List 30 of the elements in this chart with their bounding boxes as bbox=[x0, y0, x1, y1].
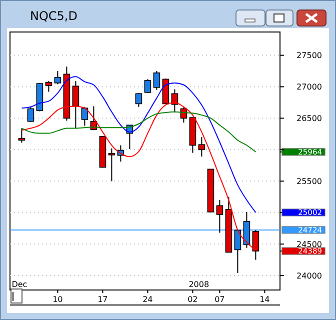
candlestick bbox=[144, 78, 152, 94]
x-tick-label: 17 bbox=[98, 295, 108, 304]
candlestick bbox=[252, 230, 260, 260]
candlestick bbox=[27, 106, 34, 122]
candlestick bbox=[153, 70, 160, 90]
x-tick-label: 07 bbox=[214, 295, 225, 304]
candlestick bbox=[198, 136, 206, 158]
x-tick-label: 14 bbox=[260, 295, 270, 304]
candlestick bbox=[243, 211, 250, 248]
y-tick-label: 25500 bbox=[296, 176, 322, 186]
chart-title: NQC5,D bbox=[30, 9, 78, 23]
candlestick bbox=[81, 106, 88, 126]
candlestick bbox=[45, 80, 52, 92]
candlestick bbox=[72, 80, 80, 129]
annotation: Dec bbox=[12, 280, 28, 289]
x-tick-label: 02 bbox=[188, 295, 198, 304]
candlestick bbox=[18, 128, 26, 144]
candlestick bbox=[216, 200, 224, 234]
candlestick bbox=[135, 92, 142, 108]
y-tick-label: 27500 bbox=[296, 51, 322, 60]
candlestick bbox=[54, 70, 62, 85]
line-series bbox=[21, 76, 256, 213]
y-tick-label: 27000 bbox=[296, 82, 322, 92]
x-tick-label: 10 bbox=[52, 295, 63, 304]
candlestick bbox=[108, 148, 116, 182]
y-tick-label: 24000 bbox=[296, 271, 322, 280]
annotation: 2008 bbox=[188, 280, 210, 289]
y-tick-label: 26500 bbox=[296, 114, 322, 124]
y-tick-label: 24500 bbox=[296, 240, 322, 249]
x-tick-label: 24 bbox=[142, 295, 153, 304]
